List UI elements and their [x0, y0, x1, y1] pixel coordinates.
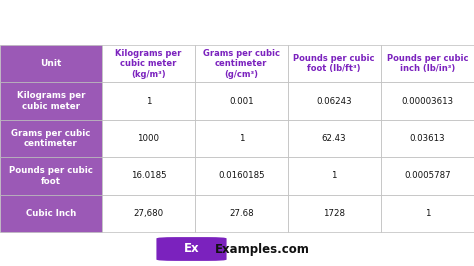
Text: Examples.com: Examples.com	[215, 243, 310, 256]
Bar	[102, 157, 195, 195]
Bar	[288, 157, 381, 195]
Bar	[381, 120, 474, 157]
Bar	[0, 82, 102, 120]
Text: Ex: Ex	[184, 243, 199, 256]
Text: Kilograms per
cubic meter: Kilograms per cubic meter	[17, 92, 85, 111]
Bar	[0, 45, 102, 82]
Text: Pounds per cubic
inch (lb/in³): Pounds per cubic inch (lb/in³)	[387, 54, 468, 73]
Text: Unit: Unit	[40, 59, 62, 68]
Text: 0.001: 0.001	[229, 97, 254, 106]
Bar	[195, 82, 288, 120]
Bar	[102, 82, 195, 120]
Text: 27,680: 27,680	[133, 209, 164, 218]
Text: 27.68: 27.68	[229, 209, 254, 218]
Text: 1: 1	[146, 97, 151, 106]
Bar	[195, 157, 288, 195]
Text: 0.00003613: 0.00003613	[401, 97, 453, 106]
Text: 1: 1	[331, 171, 337, 180]
Text: 16.0185: 16.0185	[130, 171, 166, 180]
Bar	[0, 120, 102, 157]
Bar	[0, 195, 102, 232]
Bar	[288, 195, 381, 232]
Text: CONVERSION OF DENSITY UNITS: CONVERSION OF DENSITY UNITS	[65, 11, 409, 31]
Text: Cubic Inch: Cubic Inch	[26, 209, 76, 218]
Bar	[288, 120, 381, 157]
Bar	[195, 45, 288, 82]
Text: 1: 1	[425, 209, 430, 218]
Text: 0.03613: 0.03613	[410, 134, 445, 143]
Bar	[288, 45, 381, 82]
Bar	[381, 157, 474, 195]
Bar	[381, 195, 474, 232]
Bar	[102, 45, 195, 82]
Bar	[102, 195, 195, 232]
Text: Kilograms per
cubic meter
(kg/m³): Kilograms per cubic meter (kg/m³)	[115, 49, 182, 78]
Text: 0.0160185: 0.0160185	[218, 171, 264, 180]
Text: 0.06243: 0.06243	[316, 97, 352, 106]
Bar	[381, 45, 474, 82]
Text: 1728: 1728	[323, 209, 345, 218]
Text: Grams per cubic
centimeter
(g/cm³): Grams per cubic centimeter (g/cm³)	[203, 49, 280, 78]
FancyBboxPatch shape	[156, 237, 227, 261]
Bar	[102, 120, 195, 157]
Text: Grams per cubic
centimeter: Grams per cubic centimeter	[11, 129, 91, 148]
Text: Pounds per cubic
foot (lb/ft³): Pounds per cubic foot (lb/ft³)	[293, 54, 375, 73]
Text: 1: 1	[238, 134, 244, 143]
Text: 0.0005787: 0.0005787	[404, 171, 451, 180]
Text: Pounds per cubic
foot: Pounds per cubic foot	[9, 166, 93, 186]
Bar	[195, 195, 288, 232]
Bar	[381, 82, 474, 120]
Text: 1000: 1000	[137, 134, 159, 143]
Bar	[288, 82, 381, 120]
Bar	[0, 157, 102, 195]
Bar	[195, 120, 288, 157]
Text: 62.43: 62.43	[322, 134, 346, 143]
